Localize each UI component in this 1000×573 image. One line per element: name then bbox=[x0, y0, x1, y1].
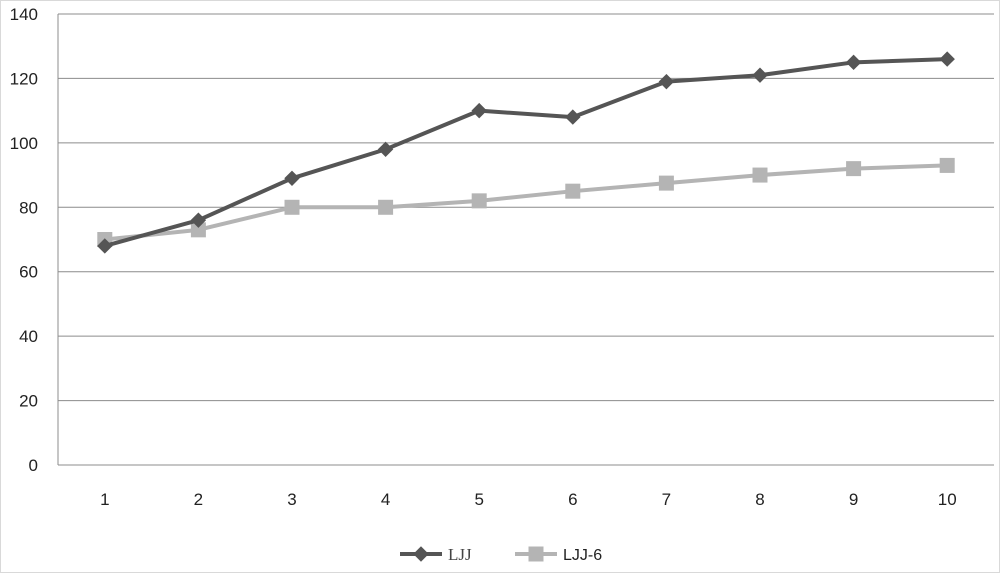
y-tick-label: 80 bbox=[19, 198, 38, 217]
x-tick-labels: 1 2 3 4 5 6 7 8 9 10 bbox=[100, 490, 957, 509]
data-point bbox=[97, 238, 113, 254]
data-point bbox=[565, 109, 581, 125]
y-tick-labels: 0 20 40 60 80 100 120 140 bbox=[10, 5, 38, 475]
y-tick-label: 20 bbox=[19, 392, 38, 411]
x-tick-label: 1 bbox=[100, 490, 109, 509]
series-line bbox=[104, 57, 948, 248]
data-point bbox=[846, 161, 862, 177]
x-tick-label: 7 bbox=[662, 490, 671, 509]
data-point bbox=[939, 157, 955, 173]
data-point bbox=[284, 199, 300, 215]
x-tick-label: 5 bbox=[474, 490, 483, 509]
data-point bbox=[658, 73, 675, 90]
series-ljj bbox=[97, 51, 955, 254]
data-point bbox=[471, 102, 487, 119]
legend-swatch-marker bbox=[413, 546, 429, 562]
legend-label: LJJ-6 bbox=[563, 547, 602, 564]
y-tick-label: 40 bbox=[19, 327, 38, 346]
y-tick-label: 140 bbox=[10, 5, 38, 24]
x-tick-label: 4 bbox=[381, 490, 390, 509]
x-tick-label: 10 bbox=[938, 490, 957, 509]
axes bbox=[57, 14, 994, 466]
x-tick-label: 8 bbox=[755, 490, 764, 509]
data-point bbox=[752, 67, 768, 83]
series-ljj-6 bbox=[97, 157, 955, 247]
x-tick-label: 2 bbox=[194, 490, 203, 509]
data-point bbox=[752, 167, 768, 183]
data-point bbox=[377, 141, 394, 158]
data-point bbox=[284, 170, 300, 186]
x-tick-label: 3 bbox=[287, 490, 296, 509]
data-point bbox=[471, 193, 487, 209]
gridlines bbox=[58, 13, 994, 402]
y-tick-label: 120 bbox=[10, 69, 38, 88]
data-point bbox=[658, 175, 674, 191]
legend-item: LJJ bbox=[400, 545, 472, 564]
y-tick-label: 60 bbox=[19, 263, 38, 282]
data-point bbox=[378, 199, 394, 215]
y-tick-label: 100 bbox=[10, 134, 38, 153]
data-point bbox=[565, 183, 581, 199]
legend-item: LJJ-6 bbox=[515, 546, 602, 564]
series-line bbox=[104, 163, 948, 242]
x-tick-label: 6 bbox=[568, 490, 577, 509]
legend: LJJ LJJ-6 bbox=[400, 545, 602, 564]
y-tick-label: 0 bbox=[29, 456, 38, 475]
x-tick-label: 9 bbox=[849, 490, 858, 509]
legend-label: LJJ bbox=[448, 545, 472, 564]
data-point bbox=[190, 212, 207, 228]
data-point bbox=[845, 54, 862, 71]
data-point bbox=[939, 51, 955, 67]
legend-swatch-marker bbox=[528, 546, 544, 562]
series bbox=[97, 51, 955, 254]
